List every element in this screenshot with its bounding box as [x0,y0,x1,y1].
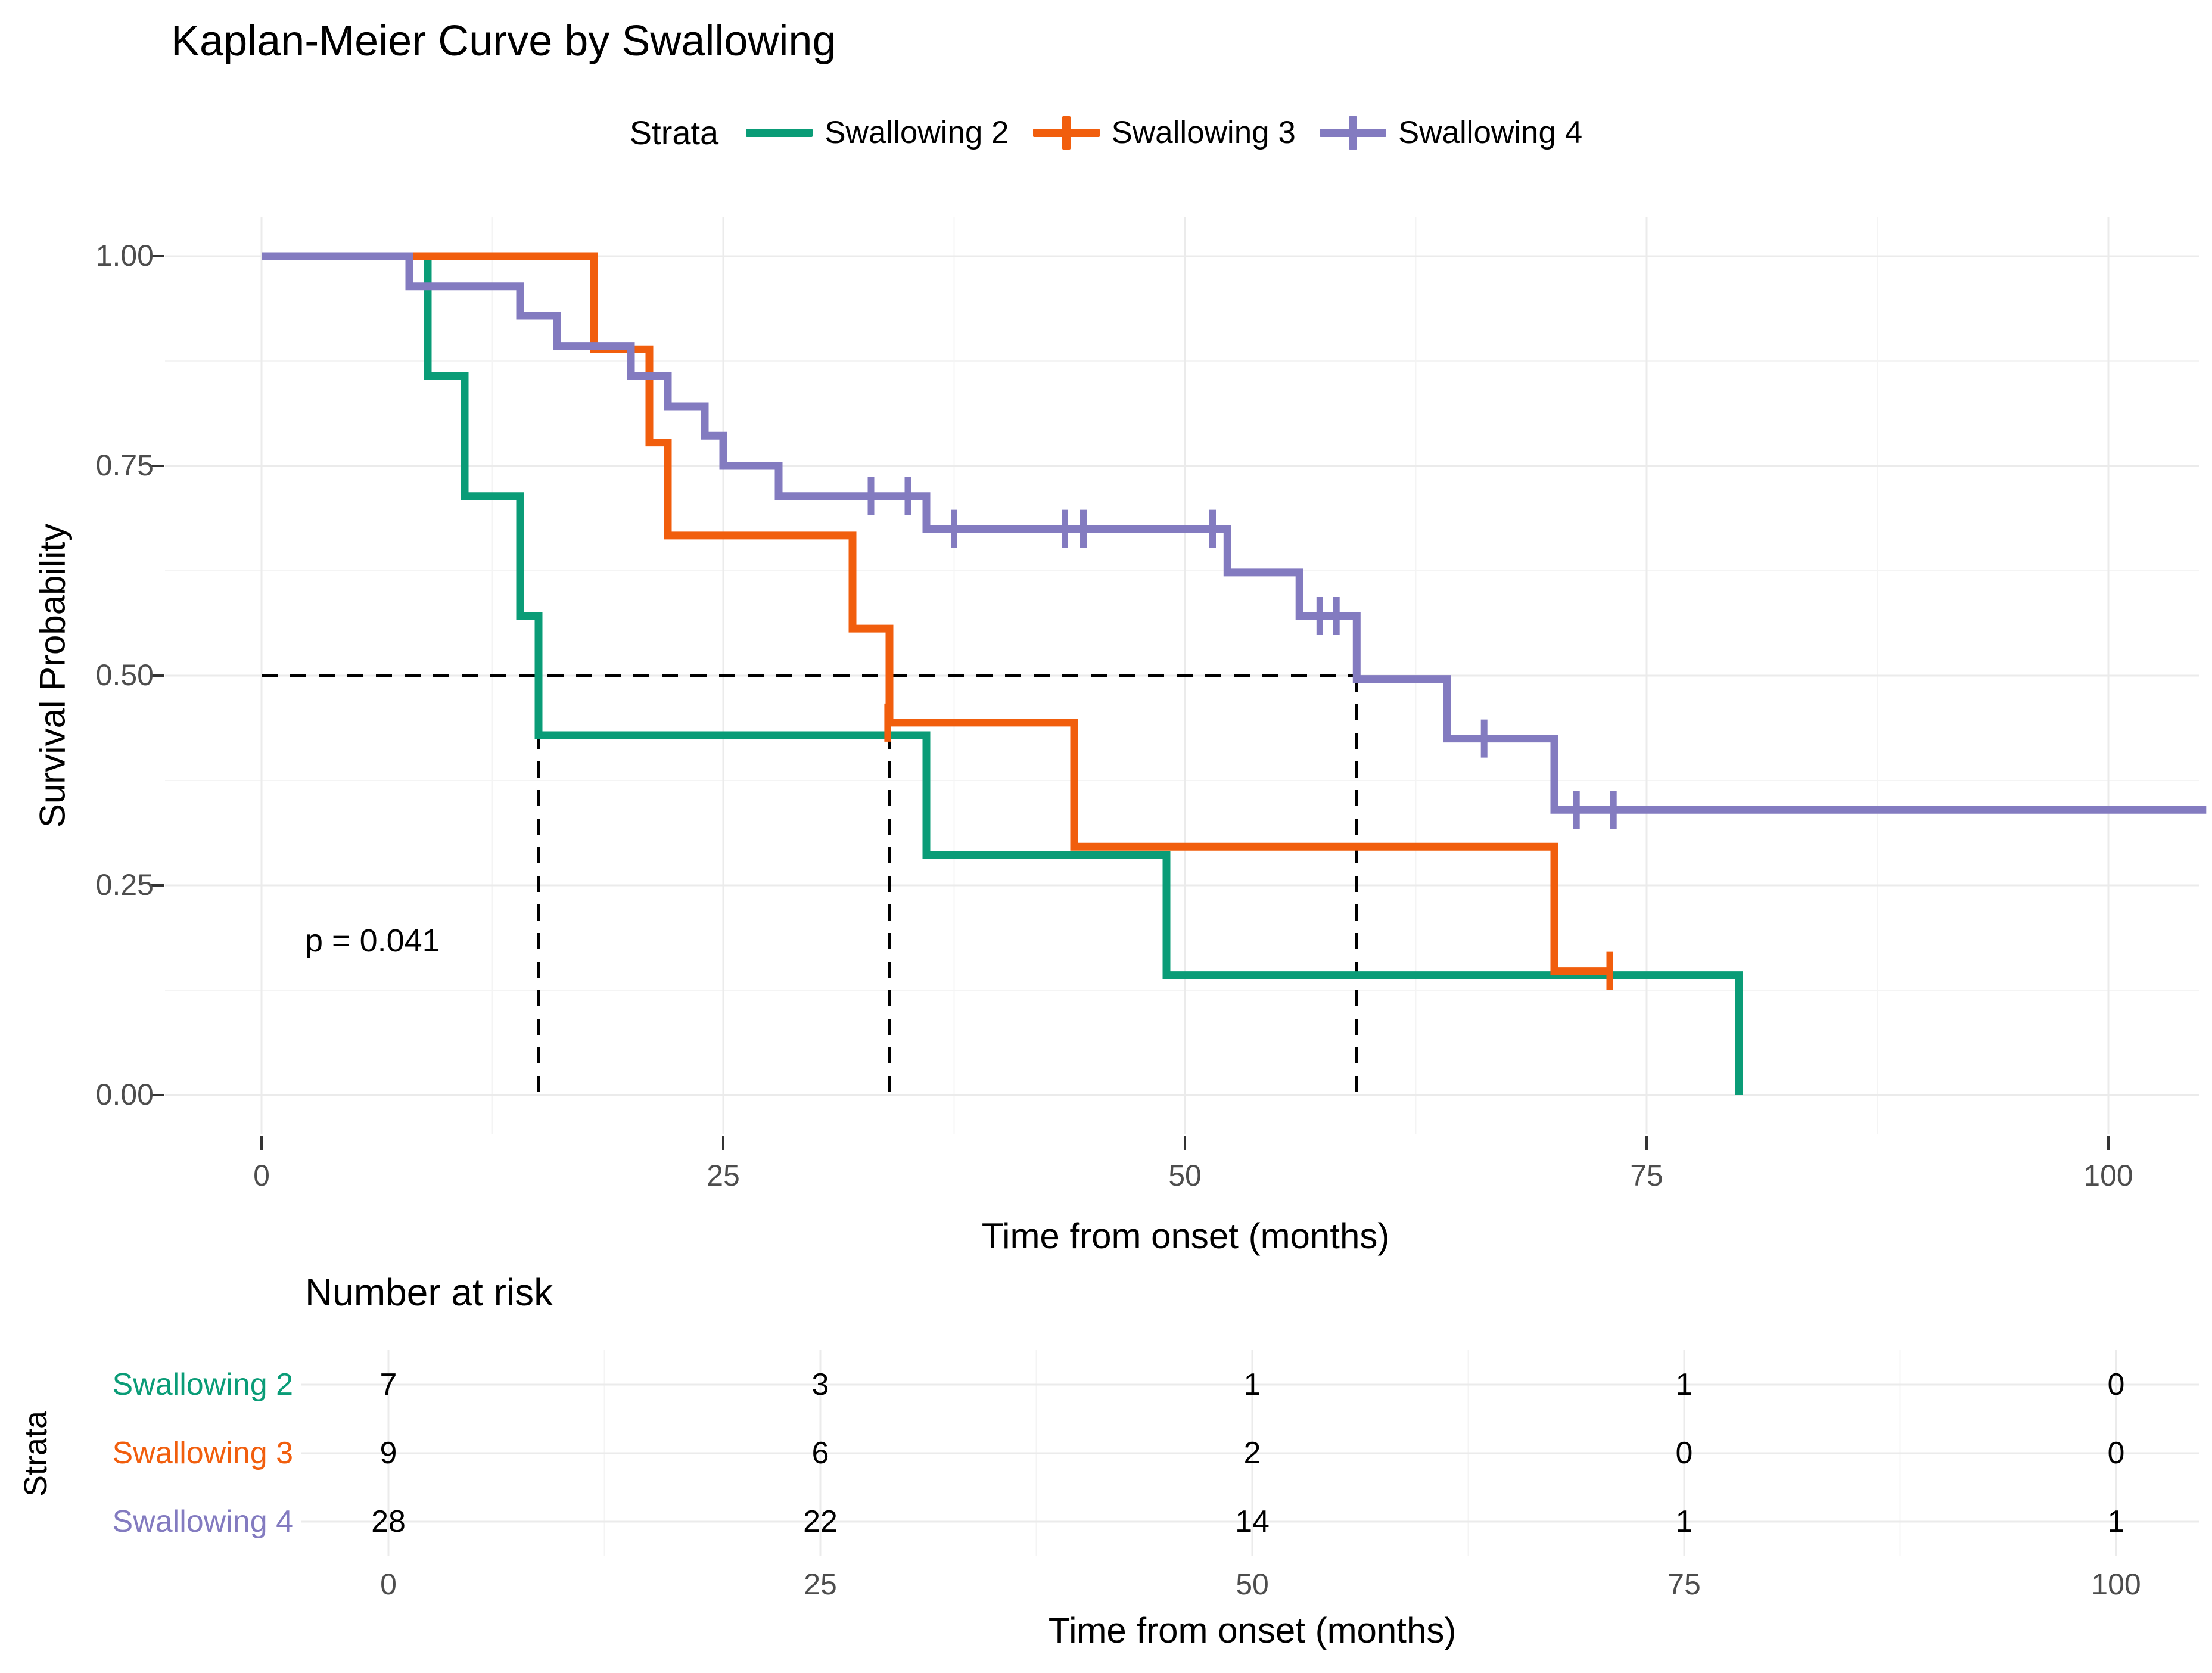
y-tick-label: 0.25 [95,868,154,901]
x-tick-label: 75 [1630,1159,1663,1192]
risk-count: 1 [2107,1504,2125,1539]
risk-row-label: Swallowing 3 [112,1436,294,1470]
risk-count: 0 [2107,1367,2125,1402]
legend: Strata Swallowing 2 Swallowing 3 Swallow… [0,113,2212,152]
risk-count: 14 [1235,1504,1270,1539]
legend-item-swallowing-3: Swallowing 3 [1032,114,1296,151]
risk-count: 22 [803,1504,838,1539]
risk-count: 0 [2107,1436,2125,1470]
legend-item-swallowing-2: Swallowing 2 [746,114,1009,151]
risk-count: 9 [379,1436,397,1470]
page-title: Kaplan-Meier Curve by Swallowing [171,17,836,65]
risk-count: 28 [371,1504,406,1539]
km-curve-swallowing-3 [262,252,1610,975]
risk-count: 3 [811,1367,829,1402]
x-tick-label: 25 [707,1159,740,1192]
risk-count: 6 [811,1436,829,1470]
km-curve-swallowing-2 [262,252,1743,1095]
legend-item-label: Swallowing 3 [1111,115,1296,150]
risk-count: 1 [1243,1367,1261,1402]
risk-count: 7 [379,1367,397,1402]
risk-table-tick-label: 0 [380,1568,397,1601]
legend-item-label: Swallowing 2 [825,115,1009,150]
km-curve-swallowing-4 [262,252,2207,814]
risk-table-tick-label: 50 [1236,1568,1269,1601]
x-tick-label: 50 [1168,1159,1202,1192]
risk-count: 2 [1243,1436,1261,1470]
x-tick-label: 100 [2083,1159,2133,1192]
legend-key-plus-icon [1319,115,1386,151]
risk-count: 1 [1675,1504,1693,1539]
risk-table-tick-label: 100 [2091,1568,2141,1601]
legend-key-plus-icon [1032,115,1100,151]
risk-table-tick-label: 25 [804,1568,837,1601]
y-tick-label: 0.75 [95,449,154,482]
legend-item-swallowing-4: Swallowing 4 [1319,114,1583,151]
x-axis-title: Time from onset (months) [981,1216,1390,1256]
legend-title: Strata [629,114,719,151]
legend-key-line-icon [746,115,813,151]
risk-count: 0 [1675,1436,1693,1470]
y-tick-label: 1.00 [95,239,154,272]
risk-row-label: Swallowing 2 [112,1367,294,1402]
legend-item-label: Swallowing 4 [1398,115,1583,150]
risk-row-label: Swallowing 4 [112,1504,294,1539]
x-tick-label: 0 [253,1159,270,1192]
y-tick-label: 0.00 [95,1078,154,1111]
risk-table-title: Number at risk [305,1271,553,1314]
risk-table-x-axis-title: Time from onset (months) [1048,1610,1457,1650]
y-tick-label: 0.50 [95,658,154,692]
risk-table-tick-label: 75 [1667,1568,1701,1601]
p-value-annotation: p = 0.041 [305,923,440,959]
risk-count: 1 [1675,1367,1693,1402]
